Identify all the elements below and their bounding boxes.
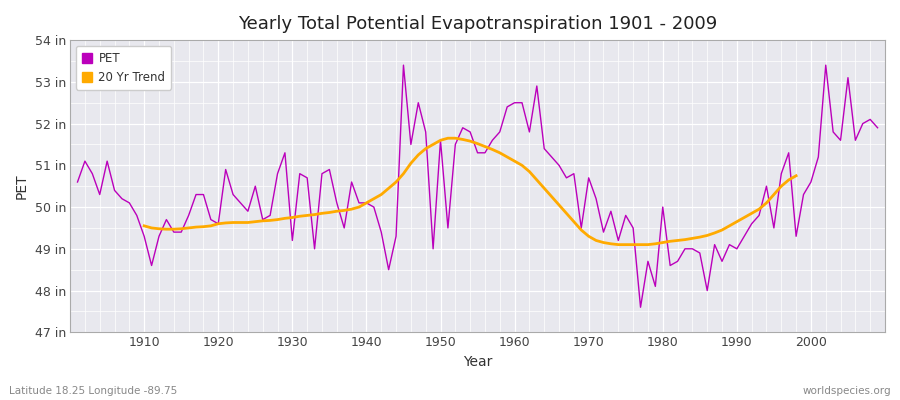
Title: Yearly Total Potential Evapotranspiration 1901 - 2009: Yearly Total Potential Evapotranspiratio…	[238, 15, 717, 33]
Y-axis label: PET: PET	[15, 173, 29, 199]
X-axis label: Year: Year	[463, 355, 492, 369]
Text: Latitude 18.25 Longitude -89.75: Latitude 18.25 Longitude -89.75	[9, 386, 177, 396]
Text: worldspecies.org: worldspecies.org	[803, 386, 891, 396]
Legend: PET, 20 Yr Trend: PET, 20 Yr Trend	[76, 46, 171, 90]
